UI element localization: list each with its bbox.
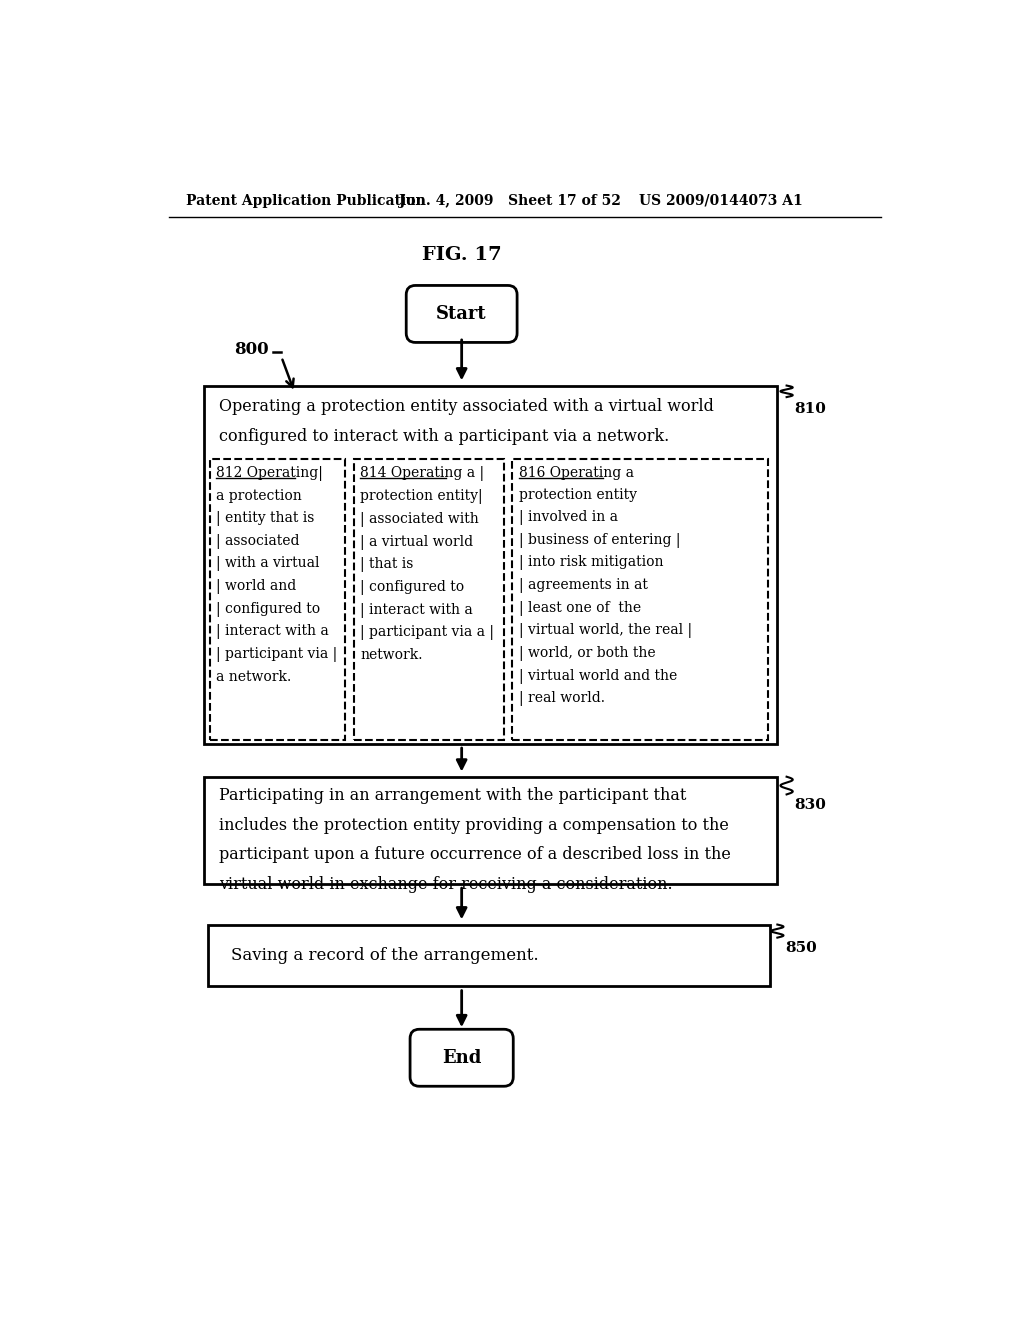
Text: Participating in an arrangement with the participant that
includes the protectio: Participating in an arrangement with the… bbox=[219, 788, 731, 892]
Text: Start: Start bbox=[436, 305, 487, 323]
Bar bbox=[204, 385, 777, 743]
Text: End: End bbox=[442, 1049, 481, 1067]
Text: Jun. 4, 2009   Sheet 17 of 52: Jun. 4, 2009 Sheet 17 of 52 bbox=[398, 194, 621, 207]
FancyBboxPatch shape bbox=[410, 1030, 513, 1086]
Text: 812 Operating|
a protection
| entity that is
| associated
| with a virtual
| wor: 812 Operating| a protection | entity tha… bbox=[216, 466, 337, 684]
Text: 830: 830 bbox=[795, 799, 826, 812]
Text: Patent Application Publication: Patent Application Publication bbox=[186, 194, 426, 207]
Text: 816 Operating a
protection entity
| involved in a
| business of entering |
| int: 816 Operating a protection entity | invo… bbox=[518, 466, 692, 706]
Text: FIG. 17: FIG. 17 bbox=[422, 247, 502, 264]
Text: 814 Operating a |
protection entity|
| associated with
| a virtual world
| that : 814 Operating a | protection entity| | a… bbox=[360, 466, 494, 663]
Text: 810: 810 bbox=[795, 401, 826, 416]
Text: US 2009/0144073 A1: US 2009/0144073 A1 bbox=[639, 194, 803, 207]
Text: 800: 800 bbox=[234, 341, 269, 358]
Text: Saving a record of the arrangement.: Saving a record of the arrangement. bbox=[230, 946, 539, 964]
Text: 850: 850 bbox=[785, 941, 817, 954]
FancyBboxPatch shape bbox=[407, 285, 517, 342]
Bar bbox=[512, 459, 768, 739]
Text: Operating a protection entity associated with a virtual world
configured to inte: Operating a protection entity associated… bbox=[219, 397, 714, 445]
Bar bbox=[210, 459, 345, 739]
Bar bbox=[354, 459, 504, 739]
Bar bbox=[204, 776, 777, 884]
Bar bbox=[208, 924, 770, 986]
